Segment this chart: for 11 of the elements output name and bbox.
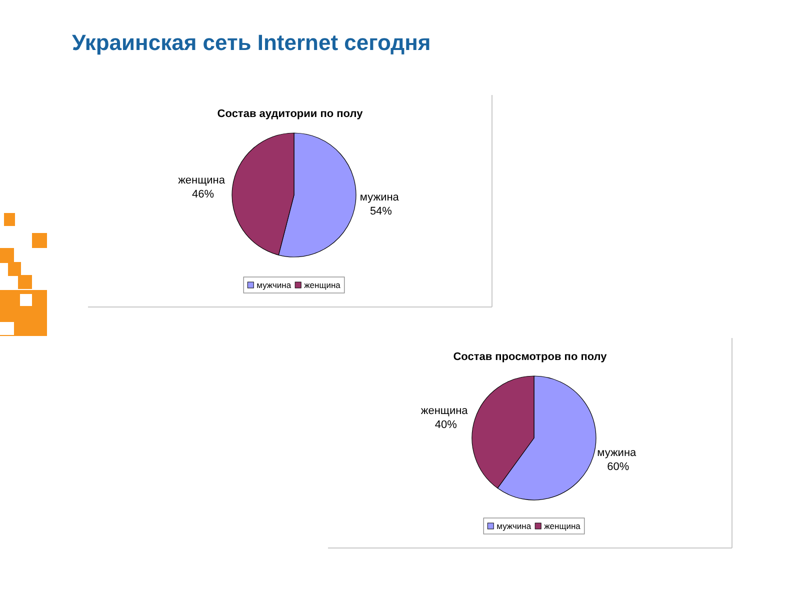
legend-label: мужчина xyxy=(496,521,532,531)
data-label: мужина 54% xyxy=(360,192,402,218)
data-label: женщина 46% xyxy=(178,174,228,200)
legend-label: мужчина xyxy=(256,280,292,290)
chart-title: Состав аудитории по полу xyxy=(217,108,364,120)
legend-label: женщина xyxy=(544,521,581,531)
text: Украинская сеть Internet сегодня xyxy=(72,30,431,55)
data-label: женщина 40% xyxy=(420,404,471,431)
legend-label: женщина xyxy=(304,280,341,290)
chart-title: Состав просмотров по полу xyxy=(453,351,608,363)
data-label: мужина 60% xyxy=(597,447,640,474)
